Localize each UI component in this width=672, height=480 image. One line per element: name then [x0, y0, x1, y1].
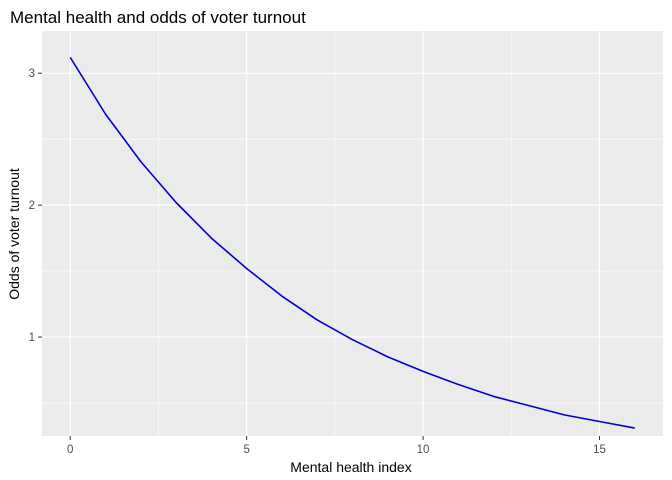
grid-major — [42, 31, 663, 436]
x-axis-title: Mental health index — [290, 459, 411, 475]
x-tick-label: 10 — [417, 444, 430, 456]
y-tick-label: 2 — [29, 200, 35, 212]
series-line — [69, 56, 635, 429]
y-tick-label: 3 — [29, 68, 35, 80]
x-axis: 0 5 10 15 — [67, 436, 606, 456]
plot-panel — [42, 31, 663, 436]
series-layer — [69, 56, 635, 429]
y-axis: 1 2 3 — [29, 68, 42, 344]
grid-minor — [42, 31, 663, 436]
y-axis-title: Odds of voter turnout — [6, 168, 22, 300]
x-tick-label: 5 — [243, 444, 249, 456]
x-tick-label: 0 — [67, 444, 73, 456]
x-tick-label: 15 — [593, 444, 606, 456]
chart-title: Mental health and odds of voter turnout — [10, 8, 306, 27]
y-tick-label: 1 — [29, 332, 35, 344]
